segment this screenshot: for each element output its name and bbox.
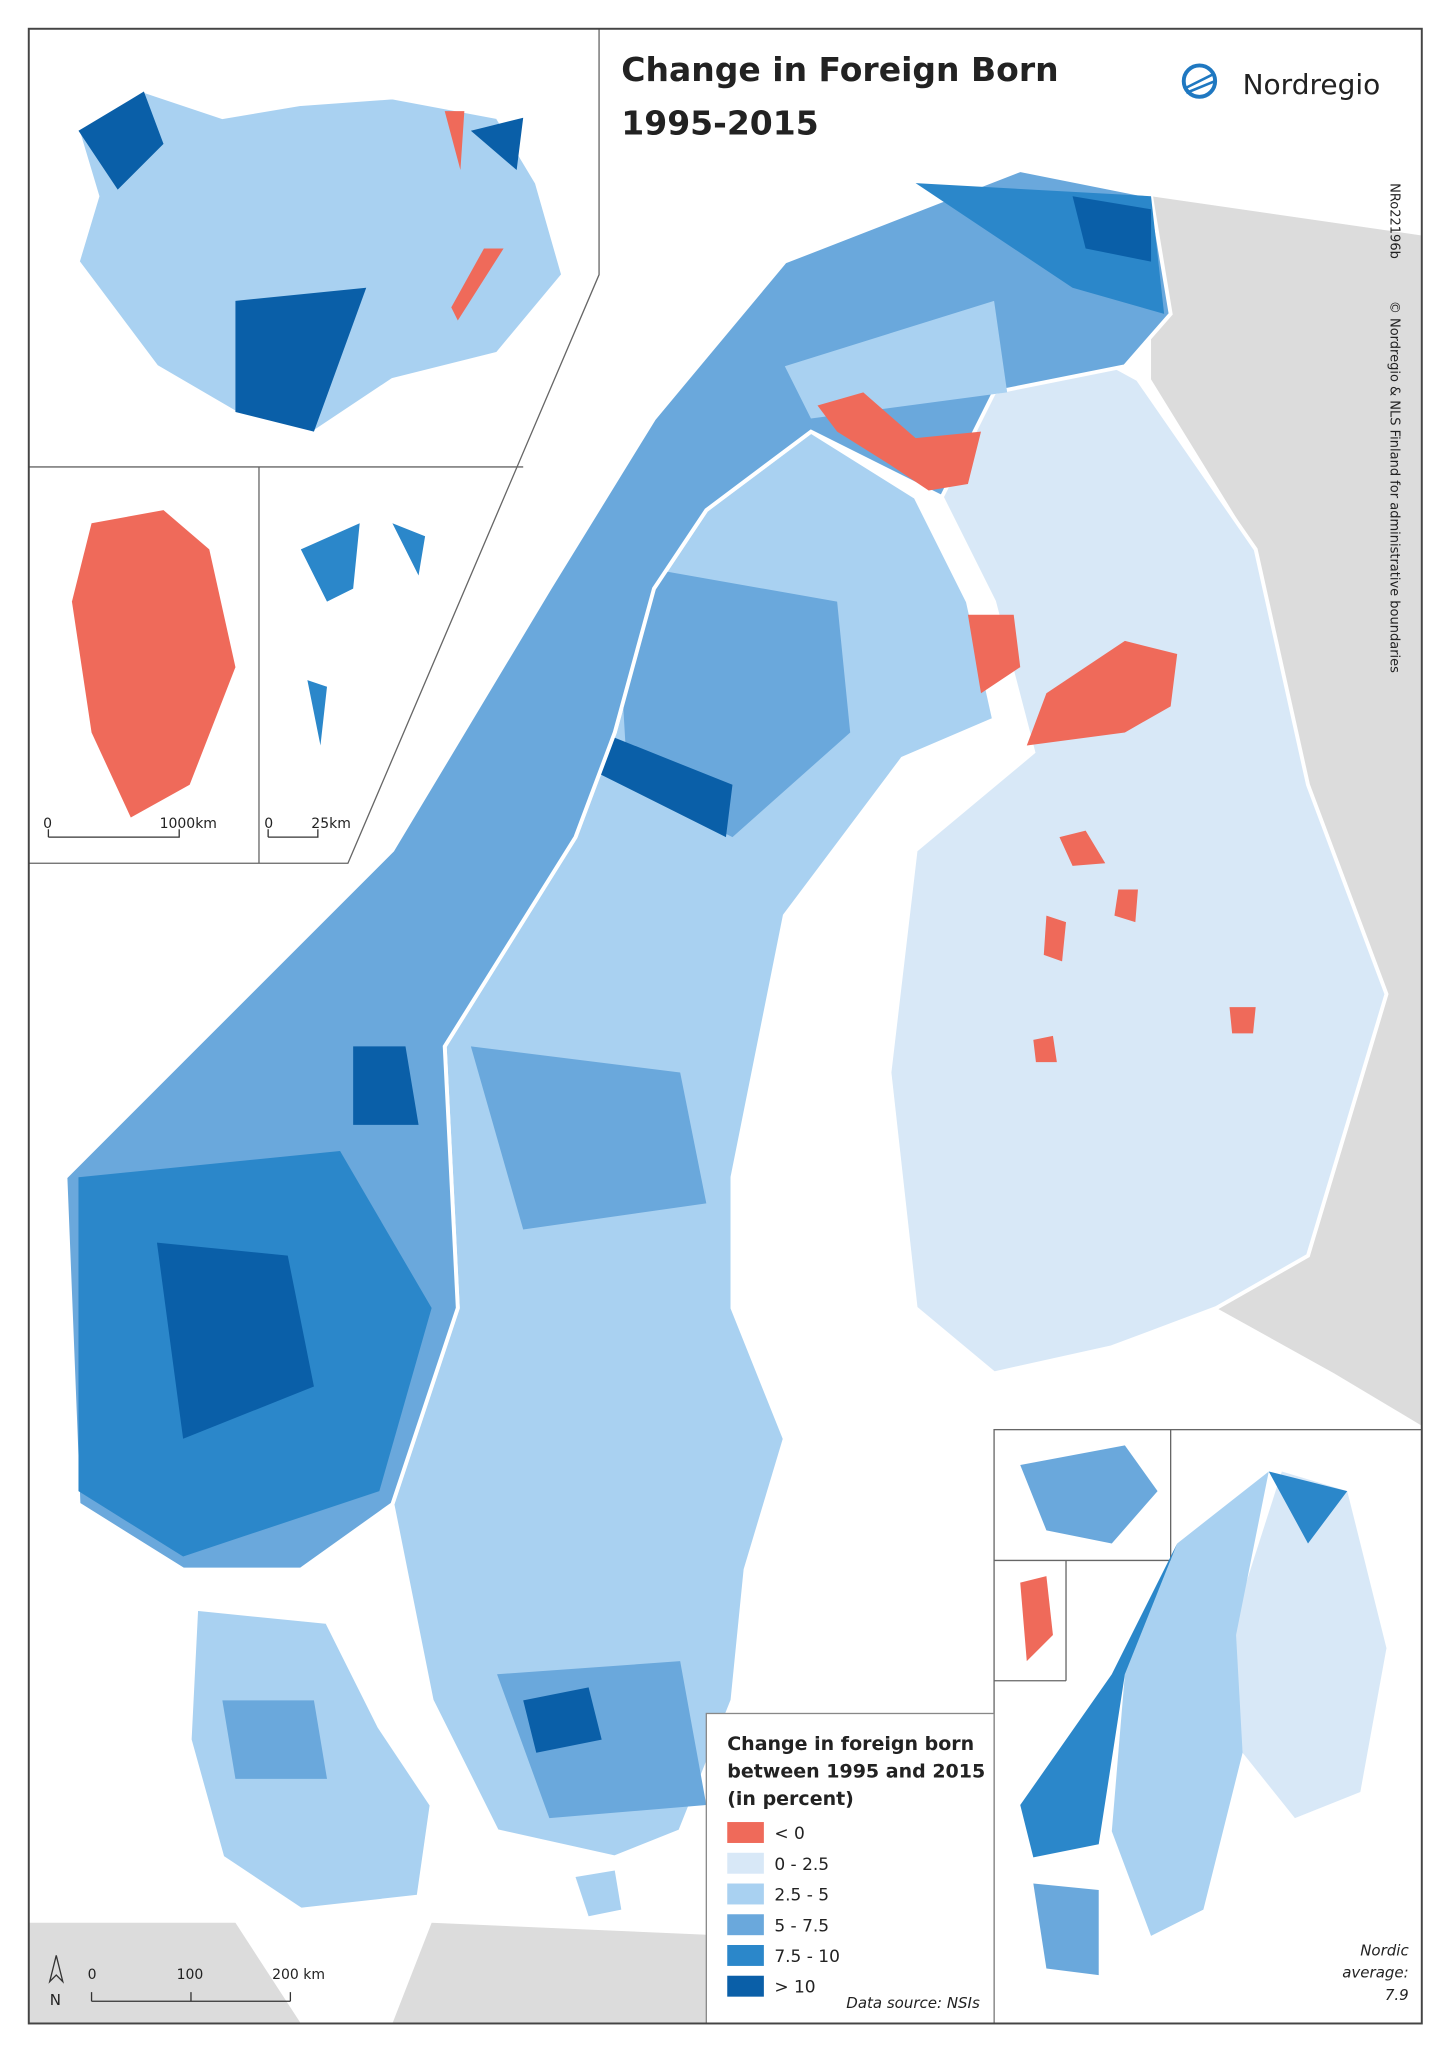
logo-mark [1181,63,1218,99]
north-label: N [50,1991,61,2009]
bornholm [575,1870,622,1917]
overview-iceland [1020,1445,1158,1544]
iceland-high [78,91,524,432]
finnmark-regions [784,300,1008,419]
norway-high [156,196,1152,1439]
faroe-islands [300,523,426,746]
legend-swatch [727,1852,764,1874]
denmark-regions [222,1700,327,1779]
scale-label: 0 [88,1967,97,1983]
scale-label: 1000km [160,816,217,832]
legend-swatch [727,1883,764,1905]
negative-change-areas [817,392,1256,1063]
scale-label: 0 [43,816,52,832]
title: Change in Foreign Born [621,50,1058,89]
legend-label: 2.5 - 5 [774,1886,829,1906]
iceland-negative [444,111,504,321]
overview-finland [1229,1471,1387,1819]
average-label: Nordic [1360,1941,1409,1959]
data-source: Data source: NSIs [846,1994,980,2012]
legend-label: > 10 [774,1978,815,1998]
overview-norway [1020,1471,1348,1858]
legend-title: Change in foreign born [727,1733,974,1755]
russia-land [1151,196,1422,1426]
average-label: average: [1342,1964,1408,1982]
legend-swatch [727,1914,764,1936]
legend-swatch [727,1975,764,1997]
scale-label: 200 km [272,1967,325,1983]
subtitle: 1995-2015 [621,104,818,143]
overview-denmark [1033,1883,1099,1976]
frame [27,27,1423,2025]
overview-greenland [1020,1576,1053,1662]
norway-regions [78,183,1165,1557]
average-value: 7.9 [1385,1986,1409,2004]
iceland [76,90,564,434]
legend-label: < 0 [774,1824,804,1844]
credit: © Nordregio & NLS Finland for administra… [1386,301,1401,673]
scale-label: 0 [264,816,273,832]
sweden-regions [470,562,851,1819]
legend-title: (in percent) [727,1788,854,1810]
overview-sweden [1111,1471,1269,1936]
scale-bar [90,1992,292,2002]
logo-text: Nordregio [1243,68,1381,101]
legend-label: 0 - 2.5 [774,1855,829,1875]
scale-bar [47,829,180,838]
legend-title: between 1995 and 2015 [727,1761,985,1783]
legend-swatch [727,1944,764,1966]
map-code: NRo22196b [1386,183,1401,259]
legend-swatch [727,1822,764,1843]
finland [887,297,1389,1376]
scale-bar [267,829,319,838]
germany-poland-land [28,1922,733,2024]
legend-label: 7.5 - 10 [774,1947,840,1967]
scale-label: 100 [177,1967,204,1983]
greenland [71,510,236,818]
north-arrow [48,1955,64,1984]
legend-label: 5 - 7.5 [774,1916,829,1936]
scale-label: 25km [311,816,351,832]
